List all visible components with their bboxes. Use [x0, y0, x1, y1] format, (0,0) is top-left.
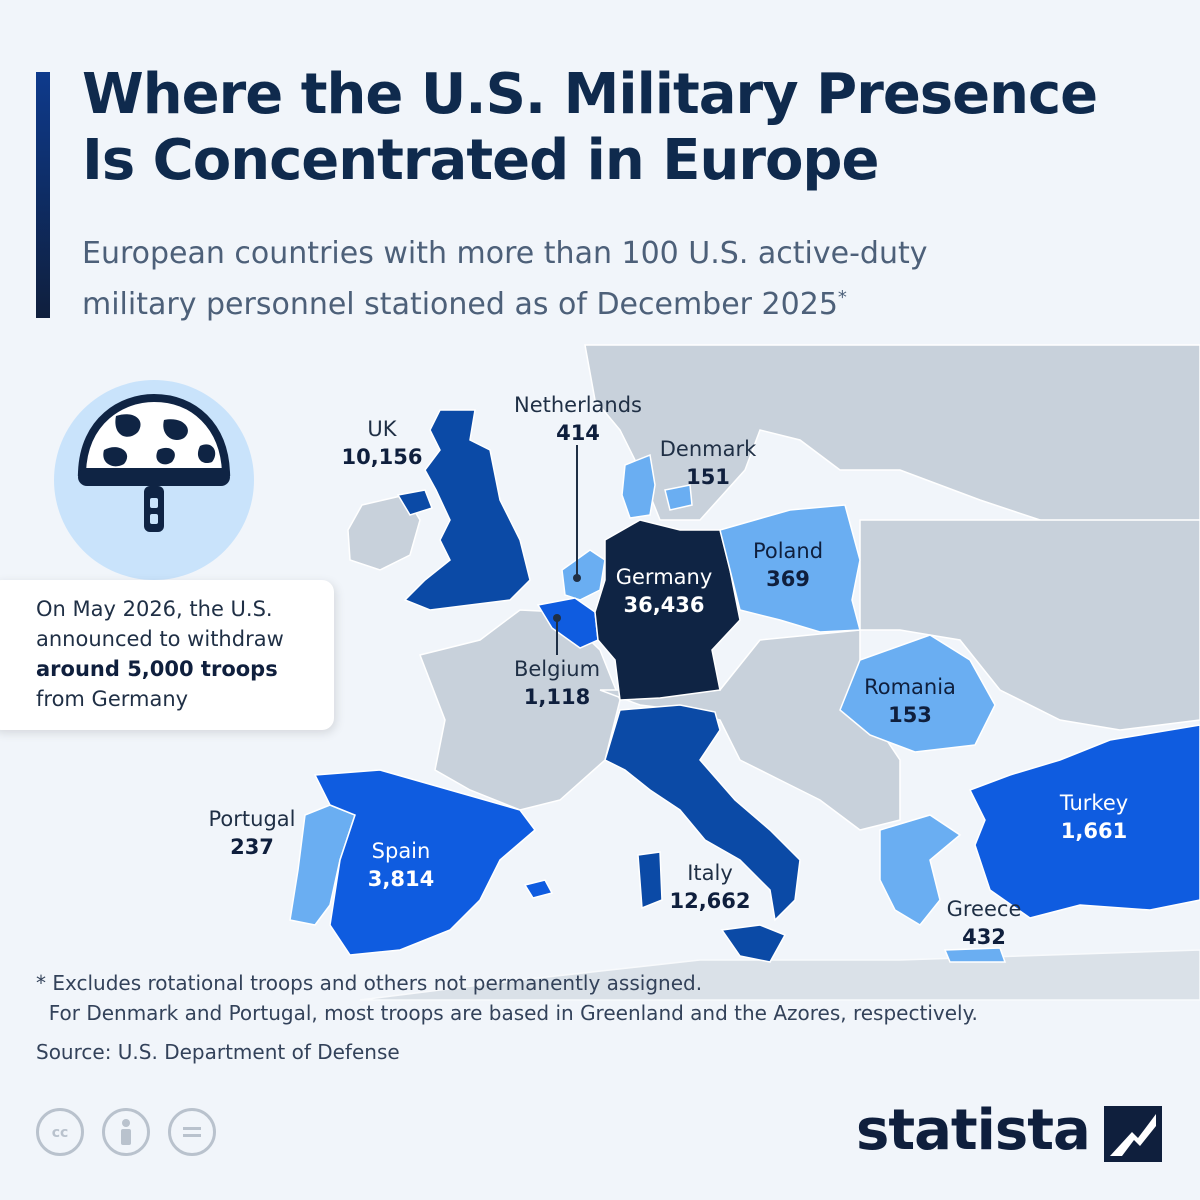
label-germany-value: 36,436 [623, 593, 704, 617]
label-belgium-value: 1,118 [524, 685, 590, 709]
label-romania-name: Romania [864, 675, 956, 699]
country-denmark-islands[interactable] [664, 484, 693, 511]
page-subtitle: European countries with more than 100 U.… [82, 236, 928, 322]
statista-logo-icon[interactable] [1104, 1106, 1162, 1162]
label-netherlands-value: 414 [556, 421, 600, 445]
source-note: Source: U.S. Department of Defense [36, 1040, 400, 1064]
footnote: * Excludes rotational troops and others … [36, 968, 1176, 1028]
country-spain[interactable] [313, 769, 537, 956]
country-greece[interactable] [879, 814, 962, 926]
country-poland[interactable] [719, 504, 861, 633]
label-spain-name: Spain [372, 839, 431, 863]
country-italy-sicily[interactable] [720, 924, 787, 963]
label-belgium-name: Belgium [514, 657, 600, 681]
statista-logo-text[interactable]: statista [856, 1098, 1091, 1163]
country-turkey[interactable] [968, 724, 1200, 919]
label-turkey-value: 1,661 [1061, 819, 1127, 843]
footnote-line: * Excludes rotational troops and others … [36, 971, 703, 995]
netherlands-marker [573, 574, 581, 582]
label-uk-value: 10,156 [341, 445, 422, 469]
military-helmet-icon [77, 393, 231, 532]
footnote-line: For Denmark and Portugal, most troops ar… [36, 1001, 978, 1025]
country-netherlands[interactable] [561, 549, 606, 601]
label-italy-name: Italy [687, 861, 733, 885]
belgium-marker [553, 614, 561, 622]
country-romania[interactable] [839, 634, 996, 753]
withdrawal-callout: On May 2026, the U.S. announced to withd… [0, 580, 334, 730]
country-greece-crete[interactable] [943, 947, 1007, 963]
country-spain-balearic[interactable] [523, 879, 554, 899]
label-turkey-name: Turkey [1059, 791, 1128, 815]
label-denmark-name: Denmark [660, 437, 757, 461]
cc-icon[interactable]: cc [36, 1108, 84, 1156]
country-uk-ni[interactable] [396, 489, 433, 516]
leader-lines [556, 445, 578, 655]
country-uk[interactable] [403, 409, 531, 611]
label-spain-value: 3,814 [368, 867, 434, 891]
svg-text:cc: cc [52, 1125, 69, 1141]
label-denmark-value: 151 [686, 465, 730, 489]
label-portugal-name: Portugal [209, 807, 296, 831]
license-icons: cc [36, 1108, 216, 1156]
label-romania-value: 153 [888, 703, 932, 727]
label-greece-name: Greece [947, 897, 1022, 921]
label-poland-value: 369 [766, 567, 810, 591]
label-italy-value: 12,662 [669, 889, 750, 913]
label-portugal-value: 237 [230, 835, 274, 859]
label-uk-name: UK [367, 417, 397, 441]
country-italy[interactable] [604, 704, 801, 922]
attribution-icon[interactable] [102, 1108, 150, 1156]
label-greece-value: 432 [962, 925, 1006, 949]
label-netherlands-name: Netherlands [514, 393, 642, 417]
country-denmark[interactable] [621, 453, 656, 519]
no-derivatives-icon[interactable] [168, 1108, 216, 1156]
country-italy-sardinia[interactable] [637, 851, 663, 910]
title-accent-bar [36, 72, 50, 318]
label-poland-name: Poland [753, 539, 823, 563]
helmet-badge [54, 380, 254, 580]
country-germany[interactable] [594, 519, 741, 701]
page-title: Where the U.S. Military Presence Is Conce… [82, 62, 1098, 193]
callout-text: On May 2026, the U.S. announced to withd… [36, 597, 284, 711]
label-germany-name: Germany [616, 565, 713, 589]
